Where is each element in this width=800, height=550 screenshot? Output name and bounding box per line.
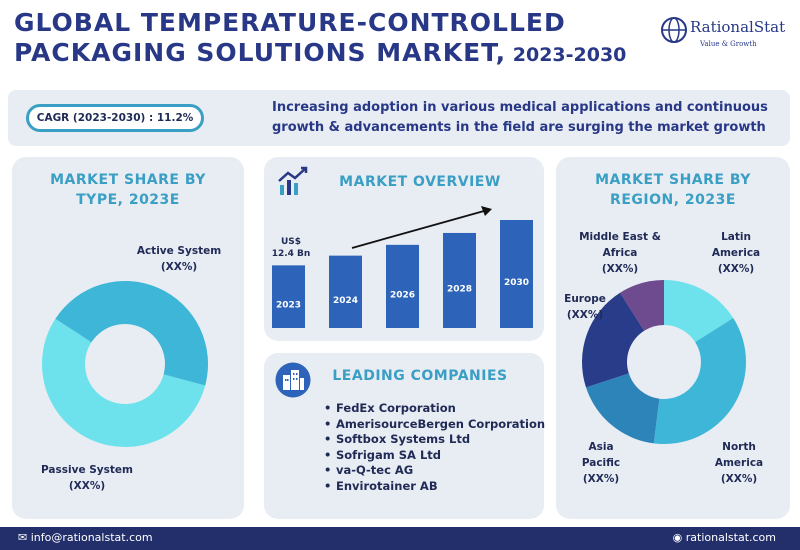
mea-value: (XX%) bbox=[601, 263, 639, 275]
market-share-by-type-panel: MARKET SHARE BY TYPE, 2023E Active Syste… bbox=[12, 157, 244, 519]
passive-system-label: Passive System (XX%) bbox=[32, 462, 142, 494]
donut-slice-europe bbox=[582, 292, 645, 388]
website-link[interactable]: rationalstat.com bbox=[685, 531, 776, 544]
footer-email[interactable]: ✉ info@rationalstat.com bbox=[18, 531, 153, 544]
asia-pacific-name: Asia Pacific bbox=[581, 441, 621, 469]
passive-system-name: Passive System bbox=[41, 464, 133, 476]
page-title: GLOBAL TEMPERATURE-CONTROLLED PACKAGING … bbox=[14, 8, 654, 71]
asia-pacific-label: Asia Pacific (XX%) bbox=[570, 439, 632, 487]
europe-label: Europe (XX%) bbox=[560, 291, 610, 323]
region-heading-line-2: REGION, 2023E bbox=[610, 192, 736, 208]
donut-slice-north-america bbox=[653, 318, 746, 444]
bar-label-2026: 2026 bbox=[390, 290, 415, 300]
active-system-value: (XX%) bbox=[160, 261, 198, 273]
bar-label-2023: 2023 bbox=[276, 301, 301, 311]
type-panel-heading: MARKET SHARE BY TYPE, 2023E bbox=[12, 170, 244, 210]
company-list-item: FedEx Corporation bbox=[324, 401, 545, 417]
footer-bar: ✉ info@rationalstat.com ◉ rationalstat.c… bbox=[0, 527, 800, 550]
donut-slice-active-system bbox=[41, 318, 206, 448]
donut-slice-passive-system bbox=[55, 281, 208, 386]
bar-2026 bbox=[386, 244, 419, 328]
trend-arrow-line bbox=[351, 210, 485, 249]
region-donut-chart bbox=[582, 280, 746, 444]
overview-heading: MARKET OVERVIEW bbox=[339, 174, 501, 190]
latin-america-label: Latin America (XX%) bbox=[702, 229, 770, 277]
latin-america-value: (XX%) bbox=[717, 263, 755, 275]
active-system-name: Active System bbox=[136, 245, 222, 257]
region-panel-heading: MARKET SHARE BY REGION, 2023E bbox=[556, 170, 790, 210]
trend-arrow-head bbox=[481, 206, 492, 216]
cagr-badge: CAGR (2023-2030) : 11.2% bbox=[26, 104, 204, 132]
leading-companies-panel: LEADING COMPANIES FedEx CorporationAmeri… bbox=[264, 353, 545, 519]
email-link[interactable]: info@rationalstat.com bbox=[30, 531, 153, 544]
mail-icon: ✉ bbox=[18, 531, 28, 544]
currency-label: US$ bbox=[280, 237, 302, 247]
north-america-label: North America (XX%) bbox=[708, 439, 770, 487]
growth-chart-icon bbox=[278, 166, 308, 195]
north-america-value: (XX%) bbox=[720, 473, 758, 485]
rationalstat-logo: RationalStat Value & Growth bbox=[660, 14, 792, 58]
bar-2024 bbox=[329, 255, 362, 328]
company-list-item: Envirotainer AB bbox=[324, 479, 545, 495]
type-heading-line-1: MARKET SHARE BY bbox=[50, 172, 206, 188]
cagr-band: CAGR (2023-2030) : 11.2% Increasing adop… bbox=[8, 90, 790, 146]
market-value-label: US$ 12.4 Bn bbox=[268, 236, 314, 260]
donut-slice-asia-pacific bbox=[586, 373, 660, 444]
bar-label-2030: 2030 bbox=[504, 278, 529, 288]
north-america-name: North America bbox=[714, 441, 764, 469]
type-heading-line-2: TYPE, 2023E bbox=[76, 192, 180, 208]
company-list-item: Sofrigam SA Ltd bbox=[324, 448, 545, 464]
web-icon: ◉ bbox=[672, 531, 683, 544]
buildings-icon bbox=[275, 362, 311, 398]
europe-name: Europe bbox=[564, 293, 606, 305]
type-donut-chart bbox=[41, 281, 208, 448]
donut-slice-latin-america bbox=[664, 280, 734, 343]
title-years: 2023-2030 bbox=[512, 44, 627, 66]
market-share-by-region-panel: MARKET SHARE BY REGION, 2023E Middle Eas… bbox=[556, 157, 790, 519]
globe-logo-icon bbox=[661, 17, 687, 43]
latin-america-name: Latin America bbox=[711, 231, 761, 259]
companies-heading: LEADING COMPANIES bbox=[332, 368, 508, 384]
bar-label-2028: 2028 bbox=[447, 284, 472, 294]
footer-website[interactable]: ◉ rationalstat.com bbox=[673, 531, 776, 544]
company-list-item: Softbox Systems Ltd bbox=[324, 432, 545, 448]
active-system-label: Active System (XX%) bbox=[124, 243, 234, 275]
title-line-2: PACKAGING SOLUTIONS MARKET, bbox=[14, 38, 507, 67]
title-line-1: GLOBAL TEMPERATURE-CONTROLLED bbox=[14, 8, 566, 37]
market-overview-bar-chart: 2023 2024 2026 2028 2030 bbox=[272, 206, 533, 328]
logo-name: RationalStat bbox=[690, 18, 786, 36]
market-statement: Increasing adoption in various medical a… bbox=[272, 100, 768, 135]
europe-value: (XX%) bbox=[566, 309, 604, 321]
asia-pacific-value: (XX%) bbox=[582, 473, 620, 485]
donut-slice-middle-east-africa bbox=[620, 280, 664, 331]
bar-label-2024: 2024 bbox=[333, 296, 358, 306]
passive-system-value: (XX%) bbox=[68, 480, 106, 492]
bar-2030 bbox=[500, 220, 533, 328]
mea-name: Middle East & Africa bbox=[579, 231, 661, 259]
market-value: 12.4 Bn bbox=[271, 249, 311, 259]
logo-tagline: Value & Growth bbox=[700, 40, 757, 48]
company-list-item: va-Q-tec AG bbox=[324, 463, 545, 479]
market-overview-panel: MARKET OVERVIEW 2023 2024 2026 2028 2030 US$… bbox=[264, 157, 544, 341]
bar-2028 bbox=[443, 232, 476, 328]
bar-2023 bbox=[272, 265, 305, 328]
company-list: FedEx CorporationAmerisourceBergen Corpo… bbox=[324, 401, 545, 494]
company-list-item: AmerisourceBergen Corporation bbox=[324, 417, 545, 433]
region-heading-line-1: MARKET SHARE BY bbox=[595, 172, 751, 188]
mea-label: Middle East & Africa (XX%) bbox=[570, 229, 670, 277]
